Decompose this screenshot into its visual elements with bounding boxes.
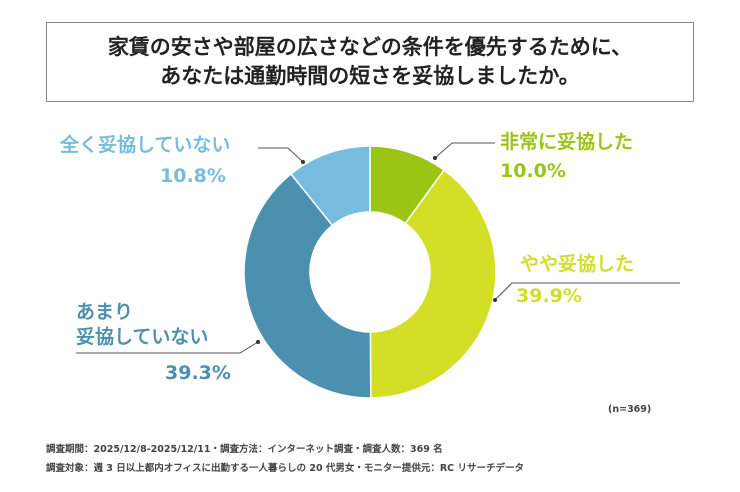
footnote: 調査期間：2025/12/8-2025/12/11・調査方法：インターネット調査… <box>46 444 443 455</box>
leader-dot <box>301 160 305 164</box>
value-label: 39.9% <box>516 285 582 307</box>
donut-slice <box>369 169 497 399</box>
donut-slice <box>243 172 372 399</box>
value-label: 10.8% <box>160 165 226 187</box>
donut-slice <box>289 145 371 227</box>
category-label: あまり 妥協していない <box>76 301 209 348</box>
value-label: 10.0% <box>500 160 566 182</box>
value-label: 39.3% <box>165 362 231 384</box>
sample-note: (n=369) <box>608 404 652 415</box>
leader-dot <box>256 340 260 344</box>
category-label: 非常に妥協した <box>500 131 634 153</box>
leader-line <box>258 147 304 163</box>
category-label: やや妥協した <box>520 253 635 275</box>
chart-title: 家賃の安さや部屋の広さなどの条件を優先するために、 あなたは通勤時間の短さを妥協… <box>46 22 694 102</box>
leader-dot <box>493 298 497 302</box>
footnote: 調査対象：週 3 日以上都内オフィスに出勤する一人暮らしの 20 代男女・モニタ… <box>46 463 524 474</box>
leader-line <box>434 142 495 159</box>
leader-line <box>494 282 680 301</box>
leader-line <box>76 341 259 354</box>
leader-dot <box>433 156 437 160</box>
category-label: 全く妥協していない <box>60 134 231 156</box>
